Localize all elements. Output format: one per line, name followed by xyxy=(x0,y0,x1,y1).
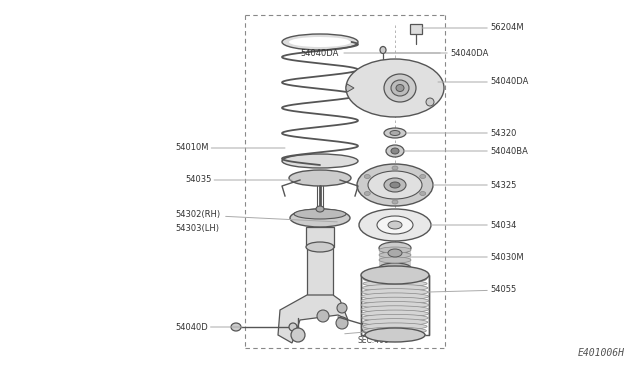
Ellipse shape xyxy=(361,297,429,304)
Bar xyxy=(306,227,334,247)
Text: SEC.400: SEC.400 xyxy=(358,336,390,345)
Bar xyxy=(410,24,422,34)
Ellipse shape xyxy=(231,323,241,331)
Ellipse shape xyxy=(362,319,428,326)
Ellipse shape xyxy=(361,306,429,313)
Ellipse shape xyxy=(386,145,404,157)
Ellipse shape xyxy=(289,323,297,331)
Text: 54320: 54320 xyxy=(406,128,516,138)
Text: 54303(LH): 54303(LH) xyxy=(175,224,219,232)
Ellipse shape xyxy=(396,84,404,92)
Ellipse shape xyxy=(306,242,334,252)
Ellipse shape xyxy=(282,34,358,50)
Ellipse shape xyxy=(379,242,411,254)
Ellipse shape xyxy=(380,46,386,54)
Ellipse shape xyxy=(420,174,426,179)
Ellipse shape xyxy=(363,323,427,330)
Ellipse shape xyxy=(289,37,351,47)
Ellipse shape xyxy=(388,249,402,257)
Ellipse shape xyxy=(365,328,425,342)
Ellipse shape xyxy=(392,200,398,204)
Ellipse shape xyxy=(362,289,428,296)
Ellipse shape xyxy=(364,327,426,334)
Ellipse shape xyxy=(362,310,429,317)
Polygon shape xyxy=(278,295,348,343)
Ellipse shape xyxy=(362,314,428,321)
Ellipse shape xyxy=(364,331,426,339)
Text: 54325: 54325 xyxy=(433,180,516,189)
Text: 54040B: 54040B xyxy=(345,326,404,334)
Ellipse shape xyxy=(359,209,431,241)
Ellipse shape xyxy=(316,206,324,212)
Ellipse shape xyxy=(391,80,409,96)
Text: 54040DA: 54040DA xyxy=(386,48,488,58)
Ellipse shape xyxy=(357,164,433,206)
Ellipse shape xyxy=(379,252,411,258)
Ellipse shape xyxy=(377,216,413,234)
Ellipse shape xyxy=(363,280,427,287)
Ellipse shape xyxy=(426,98,434,106)
Ellipse shape xyxy=(368,171,422,199)
Text: 54035: 54035 xyxy=(185,176,292,185)
Ellipse shape xyxy=(379,257,411,263)
Ellipse shape xyxy=(337,303,347,313)
Ellipse shape xyxy=(362,284,428,291)
Text: 54040DA: 54040DA xyxy=(438,77,529,87)
Ellipse shape xyxy=(392,166,398,170)
Text: 54040DA: 54040DA xyxy=(300,48,440,58)
Ellipse shape xyxy=(379,263,411,273)
Ellipse shape xyxy=(388,221,402,229)
Ellipse shape xyxy=(420,192,426,196)
Text: 54055: 54055 xyxy=(429,285,516,295)
Text: 54030M: 54030M xyxy=(411,253,524,262)
Ellipse shape xyxy=(282,154,358,168)
Text: 54040BA: 54040BA xyxy=(404,147,528,155)
Ellipse shape xyxy=(364,276,426,283)
Bar xyxy=(379,248,411,268)
Ellipse shape xyxy=(336,317,348,329)
Ellipse shape xyxy=(364,272,426,279)
Ellipse shape xyxy=(362,321,374,334)
Ellipse shape xyxy=(364,192,371,196)
Ellipse shape xyxy=(317,310,329,322)
Ellipse shape xyxy=(289,170,351,186)
Text: 54040D: 54040D xyxy=(175,323,242,331)
Ellipse shape xyxy=(391,148,399,154)
Ellipse shape xyxy=(361,301,429,308)
Text: 54302(RH): 54302(RH) xyxy=(175,211,337,222)
Ellipse shape xyxy=(346,59,444,117)
Bar xyxy=(307,245,333,300)
Ellipse shape xyxy=(362,293,429,300)
Text: E401006H: E401006H xyxy=(578,348,625,358)
Ellipse shape xyxy=(390,182,400,188)
Ellipse shape xyxy=(384,178,406,192)
Wedge shape xyxy=(346,84,354,92)
Ellipse shape xyxy=(379,247,411,253)
Ellipse shape xyxy=(361,266,429,284)
Ellipse shape xyxy=(384,74,416,102)
Text: 54010M: 54010M xyxy=(175,144,285,153)
Ellipse shape xyxy=(364,174,371,179)
Ellipse shape xyxy=(290,209,350,227)
Text: 54034: 54034 xyxy=(431,221,516,230)
Text: 56204M: 56204M xyxy=(422,23,524,32)
Ellipse shape xyxy=(390,131,400,135)
Ellipse shape xyxy=(291,328,305,342)
Ellipse shape xyxy=(384,128,406,138)
Bar xyxy=(361,275,429,335)
Ellipse shape xyxy=(294,209,346,219)
